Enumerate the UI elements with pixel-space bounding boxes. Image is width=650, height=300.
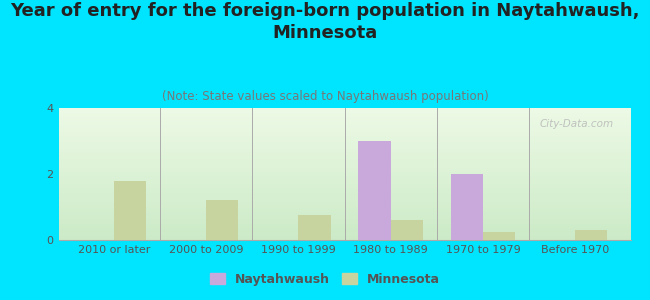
Bar [358, 141, 391, 240]
Bar [114, 181, 146, 240]
Legend: Naytahwaush, Minnesota: Naytahwaush, Minnesota [205, 268, 445, 291]
Bar [391, 220, 423, 240]
Text: (Note: State values scaled to Naytahwaush population): (Note: State values scaled to Naytahwaus… [162, 90, 488, 103]
Bar [206, 200, 239, 240]
Text: City-Data.com: City-Data.com [540, 118, 614, 129]
Bar [575, 230, 608, 240]
Text: Year of entry for the foreign-born population in Naytahwaush,
Minnesota: Year of entry for the foreign-born popul… [10, 2, 640, 42]
Bar [450, 174, 483, 240]
Bar [298, 215, 331, 240]
Bar [483, 232, 515, 240]
